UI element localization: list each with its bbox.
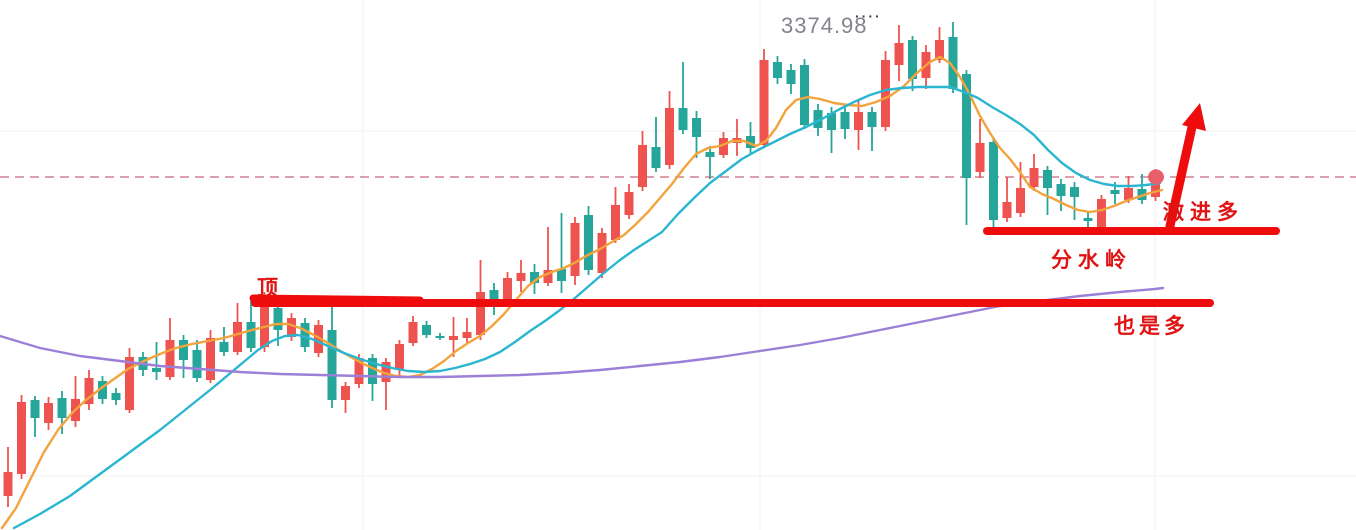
annotation-aggressive-long-text: 激进多: [1163, 201, 1244, 224]
legend-more-dots-icon[interactable]: ····: [855, 8, 882, 24]
candles: [3, 22, 1160, 507]
entry-marker-dot[interactable]: [1148, 169, 1164, 185]
ma-mid-line: [12, 85, 1162, 530]
ma-fast-line: [0, 55, 1164, 530]
drawing-annotations[interactable]: [249, 103, 1280, 307]
annotation-watershed-text: 分水岭: [1051, 249, 1132, 272]
last-price-label: 3374.98: [781, 13, 868, 38]
annotation-top-text: 顶: [257, 277, 278, 300]
up-arrow-head-icon[interactable]: [1182, 103, 1206, 131]
up-arrow-shaft[interactable]: [1165, 122, 1197, 231]
annotation-also-long-text: 也是多: [1114, 315, 1189, 338]
